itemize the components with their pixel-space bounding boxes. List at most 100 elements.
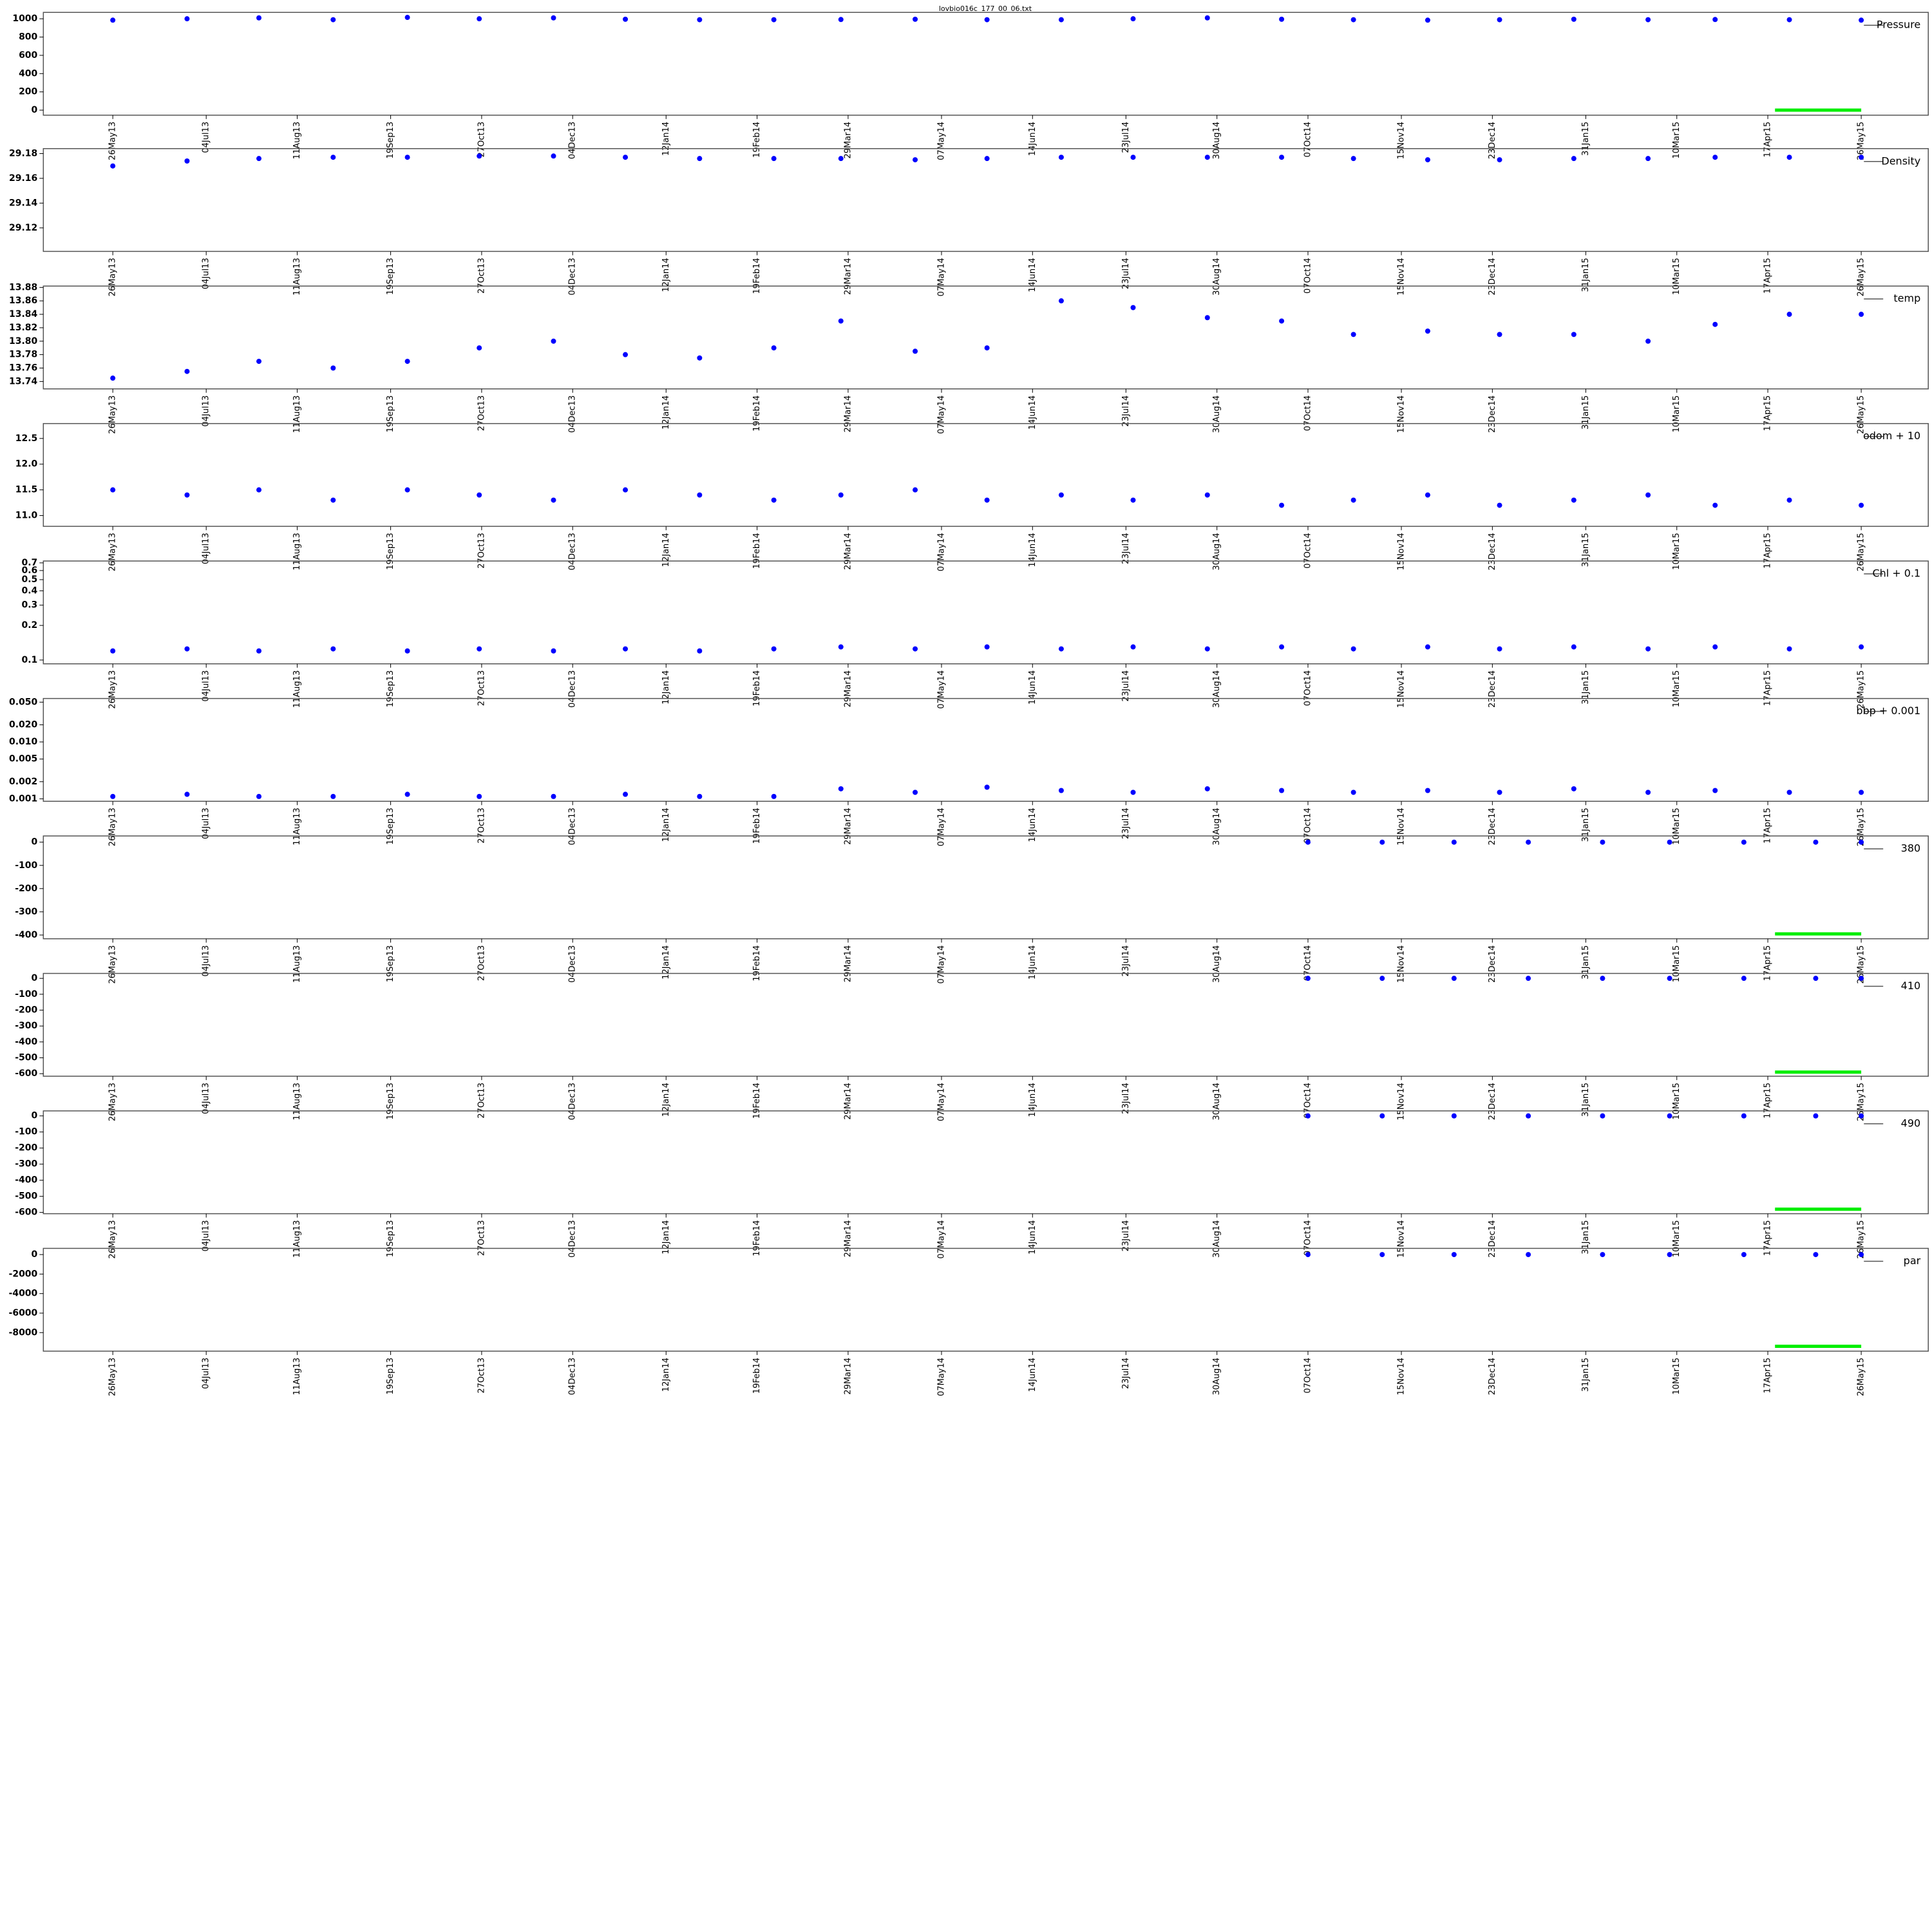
data-point [1600,839,1605,845]
x-tick-label: 23Dec14 [1488,1358,1497,1395]
x-tick-label: 17Apr15 [1763,395,1773,431]
x-tick-label: 27Oct13 [477,533,486,569]
y-tick-label: 0 [32,1111,38,1121]
x-tick-label: 04Jul13 [202,1220,211,1252]
data-point [1645,790,1651,795]
data-point [1600,1113,1605,1119]
data-point [1350,332,1356,337]
x-tick-label: 07May14 [936,122,946,160]
data-point [1305,1252,1311,1258]
data-point [551,648,556,654]
x-tick-label: 19Sep13 [386,1358,395,1395]
x-tick-label: 17Apr15 [1763,945,1773,981]
x-tick-label: 19Feb14 [752,1358,762,1394]
x-tick-label: 29Mar14 [843,1358,853,1395]
data-point [838,786,844,791]
x-tick-label: 07May14 [936,808,946,846]
data-point [1859,644,1864,650]
y-tick-label: -2000 [9,1269,38,1279]
x-tick-label: 19Feb14 [752,395,762,431]
data-point [184,492,190,498]
x-tick-label: 19Sep13 [386,1220,395,1258]
x-tick-label: 12Jan14 [661,1358,671,1392]
y-tick-label: -200 [15,884,37,894]
data-point [1741,839,1747,845]
x-tick-label: 19Feb14 [752,122,762,158]
data-point [1571,497,1577,503]
legend-label: temp [1893,292,1920,305]
data-point [1645,646,1651,652]
x-tick-label: 30Aug14 [1212,808,1222,845]
x-tick-label: 04Dec13 [568,122,578,159]
x-tick-label: 12Jan14 [661,533,671,567]
x-tick-label: 31Jan15 [1581,258,1591,292]
data-point [1204,315,1210,321]
data-point [256,15,262,21]
data-point [838,17,844,23]
data-point [1741,1113,1747,1119]
x-tick-label: 04Jul13 [202,1083,211,1114]
data-point [984,156,990,162]
data-point [1425,492,1430,498]
x-tick-label: 29Mar14 [843,1083,853,1120]
y-tick-label: -4000 [9,1289,38,1299]
data-point [1571,156,1577,162]
x-tick-label: 29Mar14 [843,258,853,295]
x-tick-label: 23Dec14 [1488,122,1497,159]
data-point [771,17,777,23]
x-tick-label: 04Dec13 [568,258,578,295]
x-tick-label: 31Jan15 [1581,670,1591,705]
x-tick-label: 15Nov14 [1397,945,1406,983]
x-tick-label: 23Dec14 [1488,395,1497,433]
data-point [1350,17,1356,23]
x-tick-label: 04Jul13 [202,1358,211,1389]
data-point [771,156,777,162]
x-tick-label: 17Apr15 [1763,1220,1773,1256]
x-tick-label: 31Jan15 [1581,395,1591,430]
x-tick-label: 07Oct14 [1303,122,1312,158]
data-point [1279,644,1285,650]
data-point [551,793,556,799]
data-point [1712,644,1718,650]
data-point [697,793,703,799]
data-point [184,791,190,797]
plot-frame [43,697,1929,802]
x-tick-label: 07May14 [936,1358,946,1396]
x-tick-label: 04Jul13 [202,533,211,564]
data-point [1813,839,1819,845]
y-tick-label: 0 [32,105,38,115]
x-tick-label: 19Sep13 [386,122,395,159]
x-tick-label: 29Mar14 [843,122,853,159]
x-tick-label: 07Oct14 [1303,533,1312,569]
x-tick-label: 11Aug13 [292,1220,302,1258]
x-tick-label: 23Jul14 [1121,945,1131,977]
x-tick-label: 26May13 [108,808,118,846]
data-point [1712,321,1718,327]
x-tick-label: 30Aug14 [1212,1083,1222,1120]
y-tick-label: 600 [19,50,37,61]
data-point [1786,497,1792,503]
x-tick-label: 04Jul13 [202,945,211,977]
data-point [771,793,777,799]
x-tick-label: 23Dec14 [1488,1220,1497,1258]
x-tick-label: 14Jun14 [1028,1358,1037,1392]
x-tick-label: 23Jul14 [1121,808,1131,839]
x-tick-label: 23Jul14 [1121,258,1131,289]
data-point [1667,976,1672,981]
y-tick-label: 0 [32,837,38,848]
y-tick-label: 13.76 [9,363,37,374]
data-point [1451,1252,1457,1258]
data-point [1813,1113,1819,1119]
y-tick-label: -300 [15,907,37,917]
x-tick-label: 10Mar15 [1672,533,1681,570]
data-point [1204,15,1210,21]
data-point [1279,502,1285,508]
data-point [1712,788,1718,793]
x-tick-label: 23Dec14 [1488,533,1497,570]
data-point [330,793,336,799]
data-point [551,153,556,159]
data-point [1204,492,1210,498]
x-tick-label: 04Jul13 [202,258,211,289]
x-tick-label: 17Apr15 [1763,1358,1773,1394]
x-tick-label: 04Dec13 [568,670,578,708]
